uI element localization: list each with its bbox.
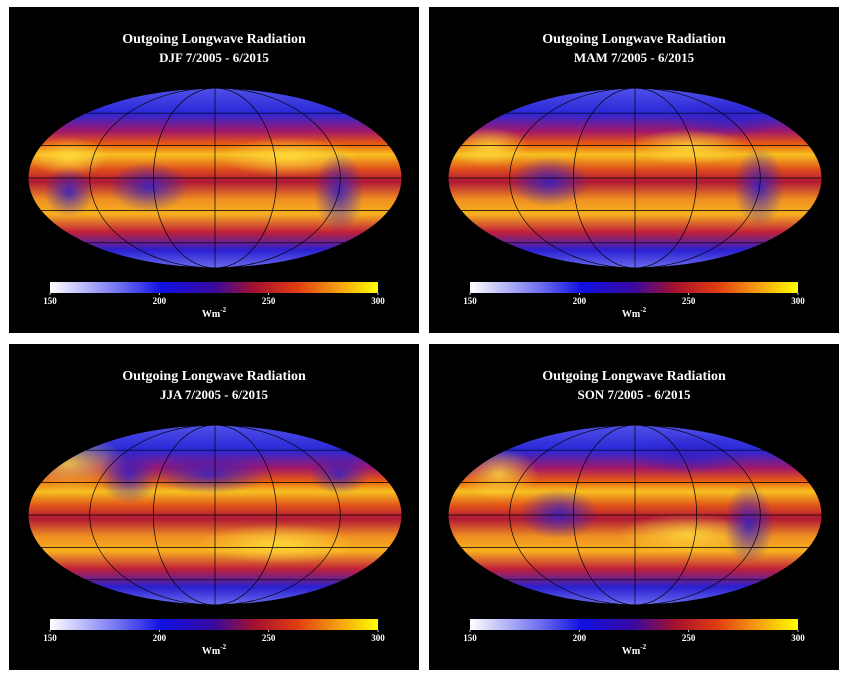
colorbar-tick-label: 200 <box>573 296 587 306</box>
map-meridian <box>89 425 341 605</box>
map-region <box>724 484 774 564</box>
colorbar <box>470 619 798 630</box>
map <box>28 88 402 268</box>
unit-base: Wm <box>622 309 641 320</box>
colorbar-tick-label: 250 <box>262 633 276 643</box>
panel: Outgoing Longwave Radiation DJF 7/2005 - … <box>9 7 419 333</box>
panel-title: Outgoing Longwave Radiation <box>542 32 726 47</box>
map-meridian <box>152 88 278 268</box>
colorbar <box>470 282 798 293</box>
map-outline <box>447 87 823 269</box>
map-region <box>199 524 359 564</box>
map-meridian <box>89 88 341 268</box>
colorbar <box>50 282 378 293</box>
panel-subtitle: JJA 7/2005 - 6/2015 <box>160 387 268 402</box>
unit-exponent: -2 <box>220 643 226 651</box>
panel-title: Outgoing Longwave Radiation <box>122 369 306 384</box>
map <box>28 425 402 605</box>
map-region <box>519 489 599 539</box>
map-region <box>509 157 589 207</box>
unit-exponent: -2 <box>640 306 646 314</box>
map-meridian <box>509 88 761 268</box>
colorbar-tick-label: 250 <box>682 633 696 643</box>
map-region <box>29 137 109 177</box>
colorbar-unit: Wm-2 <box>202 643 227 657</box>
colorbar-tick-label: 300 <box>371 633 385 643</box>
map-meridian <box>572 425 698 605</box>
map-region <box>629 129 749 165</box>
unit-exponent: -2 <box>220 306 226 314</box>
map-region <box>99 444 159 504</box>
map-region <box>629 434 749 474</box>
unit-base: Wm <box>202 646 221 657</box>
colorbar-tick-label: 150 <box>463 296 477 306</box>
unit-exponent: -2 <box>640 643 646 651</box>
panel: Outgoing Longwave Radiation SON 7/2005 - … <box>429 344 839 670</box>
colorbar-tick-label: 200 <box>573 633 587 643</box>
panel: Outgoing Longwave Radiation MAM 7/2005 - … <box>429 7 839 333</box>
colorbar-unit: Wm-2 <box>202 306 227 320</box>
colorbar-tick-label: 250 <box>682 296 696 306</box>
panel-subtitle: DJF 7/2005 - 6/2015 <box>159 50 269 65</box>
panel-subtitle: SON 7/2005 - 6/2015 <box>577 387 691 402</box>
colorbar-tick-label: 200 <box>153 633 167 643</box>
colorbar-tick-label: 150 <box>463 633 477 643</box>
panel-title: Outgoing Longwave Radiation <box>122 32 306 47</box>
map <box>448 425 822 605</box>
colorbar-tick-label: 150 <box>43 633 57 643</box>
colorbar-unit: Wm-2 <box>622 643 647 657</box>
map-outline <box>27 87 403 269</box>
map-meridian <box>509 425 761 605</box>
unit-base: Wm <box>202 309 221 320</box>
map-meridian <box>152 425 278 605</box>
map-region <box>309 454 369 494</box>
colorbar-tick-label: 300 <box>371 296 385 306</box>
map-region <box>149 454 269 494</box>
map-region <box>109 162 189 212</box>
colorbar-tick-label: 250 <box>262 296 276 306</box>
colorbar-tick-label: 300 <box>791 633 805 643</box>
panel-title: Outgoing Longwave Radiation <box>542 369 726 384</box>
panel-subtitle: MAM 7/2005 - 6/2015 <box>574 50 695 65</box>
map-meridian <box>572 88 698 268</box>
colorbar-tick-label: 150 <box>43 296 57 306</box>
map-outline <box>27 424 403 606</box>
unit-base: Wm <box>622 646 641 657</box>
panel: Outgoing Longwave Radiation JJA 7/2005 - … <box>9 344 419 670</box>
colorbar-tick-label: 300 <box>791 296 805 306</box>
map-outline <box>447 424 823 606</box>
map <box>448 88 822 268</box>
colorbar-tick-label: 200 <box>153 296 167 306</box>
map-region <box>44 167 94 217</box>
colorbar-unit: Wm-2 <box>622 306 647 320</box>
map-region <box>734 147 784 227</box>
colorbar <box>50 619 378 630</box>
